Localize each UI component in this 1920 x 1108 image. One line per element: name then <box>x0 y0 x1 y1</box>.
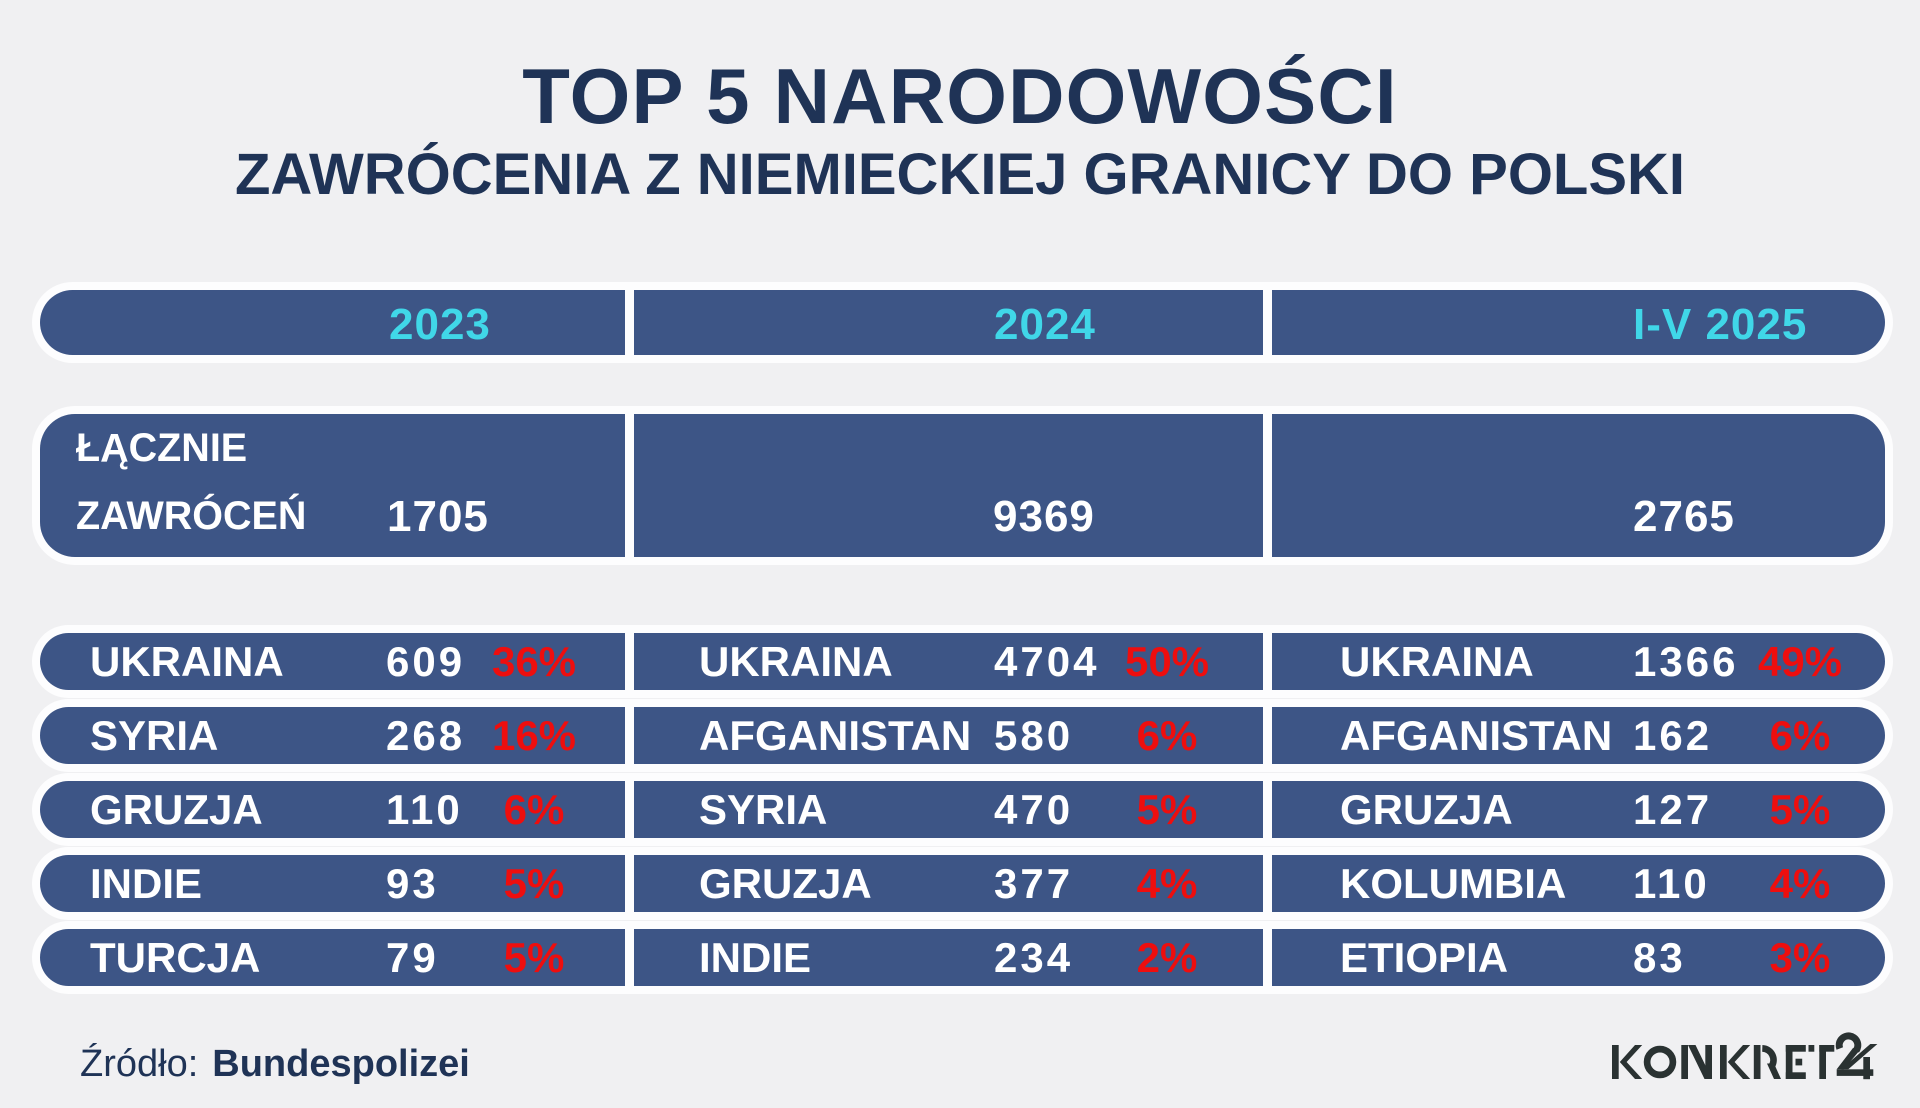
table-row: KOLUMBIA 110 4% <box>1272 855 1885 912</box>
count-value: 110 <box>1633 860 1710 907</box>
table-row: GRUZJA 110 6% <box>40 781 625 838</box>
percent-value: 49% <box>1757 638 1843 685</box>
count-value: 580 <box>994 712 1074 759</box>
country-name: TURCJA <box>90 934 261 981</box>
table-row: TURCJA 79 5% <box>40 929 625 986</box>
percent-value: 5% <box>503 934 565 981</box>
source-line: Źródło: Bundespolizei <box>80 1045 470 1083</box>
country-name: UKRAINA <box>1340 638 1534 685</box>
percent-value: 5% <box>1769 786 1831 833</box>
header-cell-2024: 2024 <box>634 290 1263 355</box>
table-row: AFGANISTAN 580 6% <box>634 707 1263 764</box>
table-row: INDIE 93 5% <box>40 855 625 912</box>
page-title: TOP 5 NARODOWOŚCI <box>522 52 1398 140</box>
country-name: GRUZJA <box>90 786 263 833</box>
header-cell-2025: I-V 2025 <box>1272 290 1885 355</box>
country-name: INDIE <box>699 934 812 981</box>
totals-cell-2025: 2765 <box>1272 414 1885 557</box>
count-value: 79 <box>386 934 439 981</box>
country-name: SYRIA <box>90 712 219 759</box>
totals-cell-2023: ŁĄCZNIE ZAWRÓCEŃ 1705 <box>40 414 625 557</box>
table-row: SYRIA 470 5% <box>634 781 1263 838</box>
percent-value: 6% <box>1136 712 1198 759</box>
totals-label-line2: ZAWRÓCEŃ <box>76 493 307 538</box>
percent-value: 4% <box>1136 860 1198 907</box>
count-value: 377 <box>994 860 1074 907</box>
country-name: AFGANISTAN <box>1340 712 1613 759</box>
percent-value: 16% <box>491 712 577 759</box>
percent-value: 2% <box>1136 934 1198 981</box>
count-value: 1366 <box>1633 638 1739 685</box>
total-value-2025: 2765 <box>1633 491 1735 541</box>
total-value-2023: 1705 <box>387 491 489 541</box>
count-value: 110 <box>386 786 463 833</box>
count-value: 162 <box>1633 712 1713 759</box>
country-name: UKRAINA <box>699 638 893 685</box>
table-row: AFGANISTAN 162 6% <box>1272 707 1885 764</box>
table-row: INDIE 234 2% <box>634 929 1263 986</box>
percent-value: 5% <box>1136 786 1198 833</box>
totals-cell-2024: 9369 <box>634 414 1263 557</box>
country-name: SYRIA <box>699 786 828 833</box>
percent-value: 6% <box>1769 712 1831 759</box>
count-value: 4704 <box>994 638 1100 685</box>
year-label-2023: 2023 <box>389 300 491 349</box>
table-row: SYRIA 268 16% <box>40 707 625 764</box>
country-name: AFGANISTAN <box>699 712 972 759</box>
country-name: UKRAINA <box>90 638 284 685</box>
count-value: 83 <box>1633 934 1686 981</box>
country-name: KOLUMBIA <box>1340 860 1567 907</box>
country-name: GRUZJA <box>699 860 872 907</box>
total-value-2024: 9369 <box>993 491 1095 541</box>
count-value: 234 <box>994 934 1074 981</box>
table-row: GRUZJA 127 5% <box>1272 781 1885 838</box>
percent-value: 36% <box>491 638 577 685</box>
count-value: 470 <box>994 786 1074 833</box>
source-name: Bundespolizei <box>212 1043 470 1085</box>
count-value: 93 <box>386 860 439 907</box>
count-value: 127 <box>1633 786 1713 833</box>
country-name: GRUZJA <box>1340 786 1513 833</box>
source-label: Źródło: <box>80 1043 199 1085</box>
table-row: UKRAINA 609 36% <box>40 633 625 690</box>
percent-value: 50% <box>1124 638 1210 685</box>
konkret24-logo <box>1612 1032 1878 1080</box>
table-row: UKRAINA 1366 49% <box>1272 633 1885 690</box>
year-label-2024: 2024 <box>994 300 1096 349</box>
percent-value: 4% <box>1769 860 1831 907</box>
header-cell-2023: 2023 <box>40 290 625 355</box>
percent-value: 3% <box>1769 934 1831 981</box>
table-row: GRUZJA 377 4% <box>634 855 1263 912</box>
count-value: 609 <box>386 638 466 685</box>
percent-value: 5% <box>503 860 565 907</box>
table-row: ETIOPIA 83 3% <box>1272 929 1885 986</box>
totals-label-line1: ŁĄCZNIE <box>76 426 248 471</box>
table-row: UKRAINA 4704 50% <box>634 633 1263 690</box>
country-name: ETIOPIA <box>1340 934 1509 981</box>
country-name: INDIE <box>90 860 203 907</box>
count-value: 268 <box>386 712 466 759</box>
page-subtitle: ZAWRÓCENIA Z NIEMIECKIEJ GRANICY DO POLS… <box>234 142 1686 207</box>
year-label-2025: I-V 2025 <box>1633 300 1808 349</box>
percent-value: 6% <box>503 786 565 833</box>
